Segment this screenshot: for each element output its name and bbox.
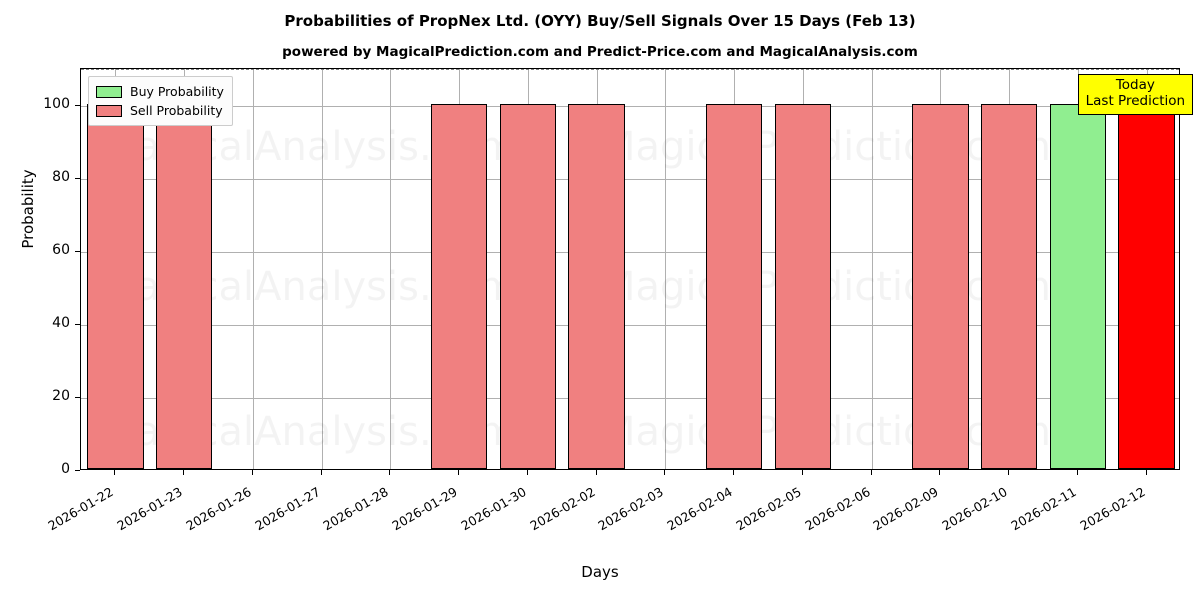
x-tick-mark [526,470,528,475]
bar-2026-02-10-sell-probability [980,103,1038,469]
bar-2026-02-12-sell-probability [1118,103,1175,469]
page-title: Probabilities of PropNex Ltd. (OYY) Buy/… [284,12,916,30]
y-axis-label: Probability [19,169,37,249]
y-tick-label: 40 [52,314,70,331]
y-tick-label: 60 [52,241,70,258]
reference-line [81,69,1179,70]
legend-item-sell-probability[interactable]: Sell Probability [96,101,224,120]
legend-item-buy-probability[interactable]: Buy Probability [96,82,224,101]
x-tick-mark [251,470,253,475]
gridline-vertical [321,69,323,469]
gridline-horizontal [81,178,1179,180]
y-tick-label: 100 [43,95,70,112]
bar-2026-01-22-sell-probability [87,103,144,469]
gridline-vertical [871,69,873,469]
bar-2026-01-29-sell-probability [430,103,488,469]
bar-2026-02-02-sell-probability [568,103,625,469]
x-tick-mark [801,470,803,475]
x-tick-mark [389,470,391,475]
today-annotation-line2: Last Prediction [1085,92,1186,109]
x-tick-mark [1076,470,1078,475]
x-tick-mark [320,470,322,475]
gridline-horizontal [81,105,1179,107]
gridline-vertical [390,69,392,469]
x-tick-mark [664,470,666,475]
gridline-vertical [252,69,254,469]
x-tick-mark [183,470,185,475]
x-tick-mark [595,470,597,475]
bar-2026-02-05-sell-probability [774,103,832,469]
gridline-vertical [665,69,667,469]
y-tick-mark [75,104,80,106]
bar-2026-01-23-sell-probability [155,103,213,469]
y-tick-mark [75,323,80,325]
plot-area: MagicalAnalysis.comMagicalPrediction.com… [80,68,1180,470]
bar-2026-02-04-sell-probability [705,103,763,469]
bar-2026-02-09-sell-probability [912,103,969,469]
y-tick-label: 80 [52,168,70,185]
y-tick-label: 20 [52,387,70,404]
x-axis-label: Days [581,563,619,581]
legend-label: Sell Probability [130,103,223,118]
y-tick-label: 0 [61,461,70,477]
today-annotation: Today Last Prediction [1077,74,1194,115]
gridline-horizontal [81,251,1179,253]
bar-2026-01-30-sell-probability [499,103,557,469]
x-tick-mark [458,470,460,475]
legend-swatch-icon [96,85,122,98]
chart-subtitle: powered by MagicalPrediction.com and Pre… [282,44,918,60]
x-tick-mark [939,470,941,475]
y-tick-mark [75,177,80,179]
x-tick-mark [114,470,116,475]
chart-legend: Buy Probability Sell Probability [88,76,233,126]
x-tick-mark [870,470,872,475]
legend-label: Buy Probability [130,84,224,99]
legend-swatch-icon [96,104,122,117]
x-tick-mark [1008,470,1010,475]
x-tick-mark [1145,470,1147,475]
y-tick-mark [75,470,80,471]
y-tick-mark [75,396,80,398]
x-tick-mark [733,470,735,475]
gridline-horizontal [81,324,1179,326]
today-annotation-line1: Today [1115,77,1155,93]
gridline-horizontal [81,397,1179,399]
bar-2026-02-11-buy-probability [1049,103,1107,469]
y-tick-mark [75,250,80,252]
